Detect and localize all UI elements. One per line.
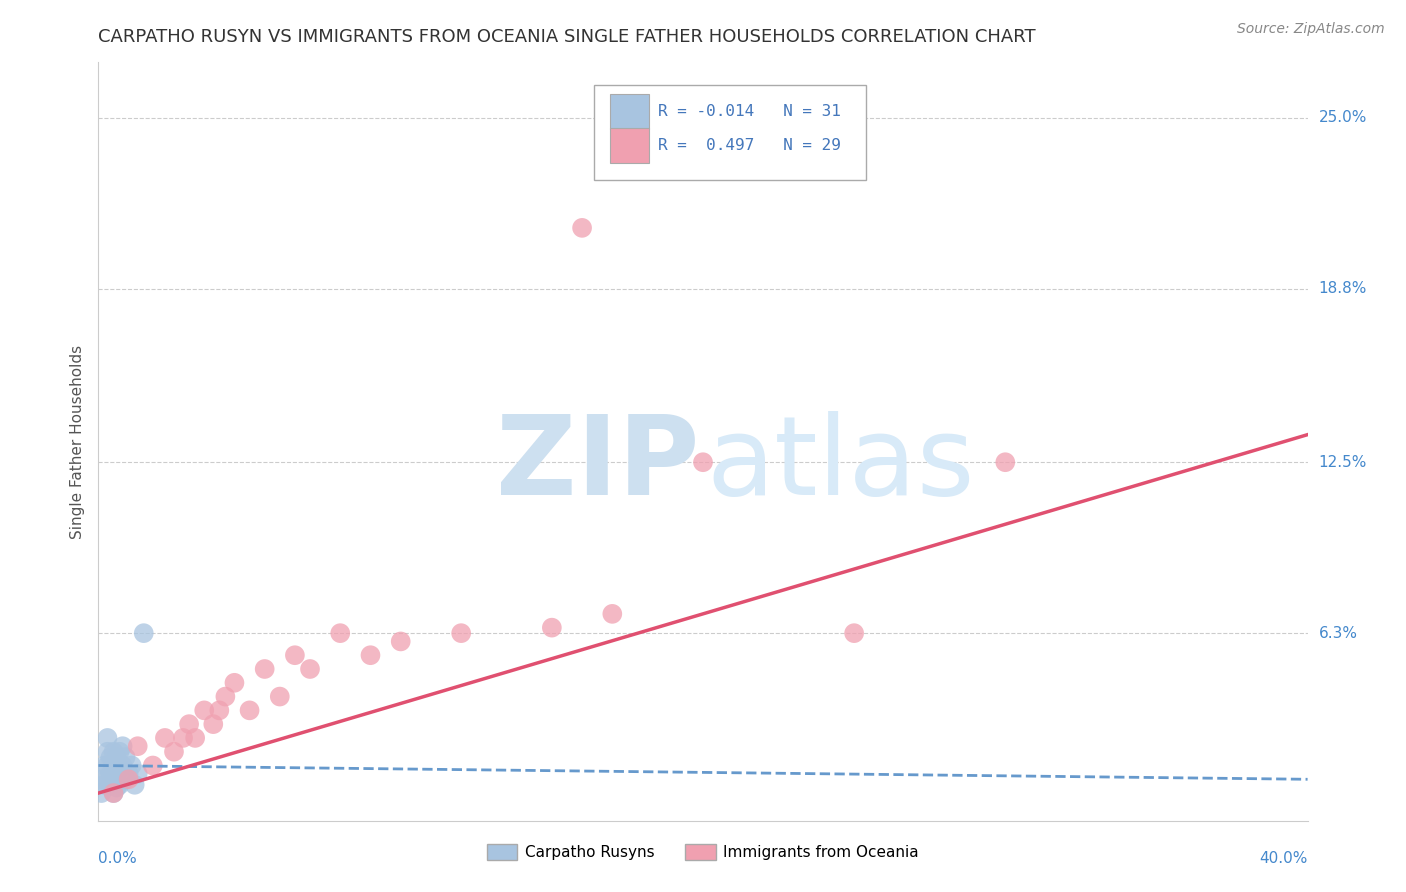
Text: Source: ZipAtlas.com: Source: ZipAtlas.com bbox=[1237, 22, 1385, 37]
Point bbox=[100, 750, 122, 764]
Text: R = -0.014   N = 31: R = -0.014 N = 31 bbox=[658, 104, 841, 120]
Point bbox=[269, 690, 291, 704]
Point bbox=[127, 766, 149, 780]
Text: 40.0%: 40.0% bbox=[1260, 851, 1308, 866]
Point bbox=[103, 786, 125, 800]
Point bbox=[214, 690, 236, 704]
Point bbox=[571, 220, 593, 235]
Point bbox=[299, 662, 322, 676]
FancyBboxPatch shape bbox=[595, 85, 866, 180]
Point bbox=[284, 648, 307, 663]
Point bbox=[114, 772, 136, 787]
Point bbox=[108, 745, 131, 759]
Point bbox=[184, 731, 207, 745]
Point bbox=[360, 648, 382, 663]
FancyBboxPatch shape bbox=[610, 128, 648, 163]
Point bbox=[172, 731, 194, 745]
Y-axis label: Single Father Households: Single Father Households bbox=[69, 344, 84, 539]
Point bbox=[100, 778, 122, 792]
Text: R =  0.497   N = 29: R = 0.497 N = 29 bbox=[658, 138, 841, 153]
Text: CARPATHO RUSYN VS IMMIGRANTS FROM OCEANIA SINGLE FATHER HOUSEHOLDS CORRELATION C: CARPATHO RUSYN VS IMMIGRANTS FROM OCEANI… bbox=[98, 28, 1036, 45]
Point bbox=[105, 780, 128, 795]
Point bbox=[239, 703, 262, 717]
Point bbox=[105, 766, 128, 780]
Point bbox=[124, 778, 146, 792]
Point bbox=[142, 758, 165, 772]
Point bbox=[93, 778, 115, 792]
Point bbox=[540, 621, 562, 635]
Point bbox=[103, 772, 125, 787]
Legend: Carpatho Rusyns, Immigrants from Oceania: Carpatho Rusyns, Immigrants from Oceania bbox=[481, 838, 925, 866]
Point bbox=[96, 745, 118, 759]
Point bbox=[111, 772, 134, 787]
Point bbox=[105, 750, 128, 764]
Point bbox=[994, 455, 1017, 469]
Point bbox=[208, 703, 231, 717]
Point bbox=[90, 772, 112, 787]
Point bbox=[118, 772, 141, 787]
Point bbox=[108, 778, 131, 792]
Text: 0.0%: 0.0% bbox=[98, 851, 138, 866]
Point bbox=[202, 717, 225, 731]
Point bbox=[153, 731, 176, 745]
Point bbox=[179, 717, 201, 731]
Point bbox=[329, 626, 352, 640]
Point bbox=[103, 745, 125, 759]
Point bbox=[450, 626, 472, 640]
Point bbox=[132, 626, 155, 640]
Text: 12.5%: 12.5% bbox=[1319, 455, 1367, 470]
Point bbox=[389, 634, 412, 648]
Point bbox=[111, 758, 134, 772]
Text: 25.0%: 25.0% bbox=[1319, 110, 1367, 125]
Point bbox=[96, 758, 118, 772]
Point bbox=[111, 739, 134, 754]
Point bbox=[193, 703, 215, 717]
Point bbox=[121, 758, 143, 772]
Point bbox=[90, 786, 112, 800]
Point bbox=[224, 675, 246, 690]
Point bbox=[253, 662, 276, 676]
Point bbox=[96, 772, 118, 787]
Text: 6.3%: 6.3% bbox=[1319, 625, 1358, 640]
Point bbox=[844, 626, 866, 640]
Point bbox=[96, 731, 118, 745]
Point bbox=[163, 745, 186, 759]
Point bbox=[100, 766, 122, 780]
Point bbox=[692, 455, 714, 469]
Point bbox=[127, 739, 149, 754]
Point bbox=[93, 758, 115, 772]
Text: atlas: atlas bbox=[707, 411, 976, 517]
FancyBboxPatch shape bbox=[610, 95, 648, 129]
Text: 18.8%: 18.8% bbox=[1319, 281, 1367, 296]
Point bbox=[103, 758, 125, 772]
Point bbox=[103, 786, 125, 800]
Text: ZIP: ZIP bbox=[496, 411, 699, 517]
Point bbox=[602, 607, 624, 621]
Point bbox=[114, 750, 136, 764]
Point bbox=[118, 766, 141, 780]
Point bbox=[108, 761, 131, 775]
